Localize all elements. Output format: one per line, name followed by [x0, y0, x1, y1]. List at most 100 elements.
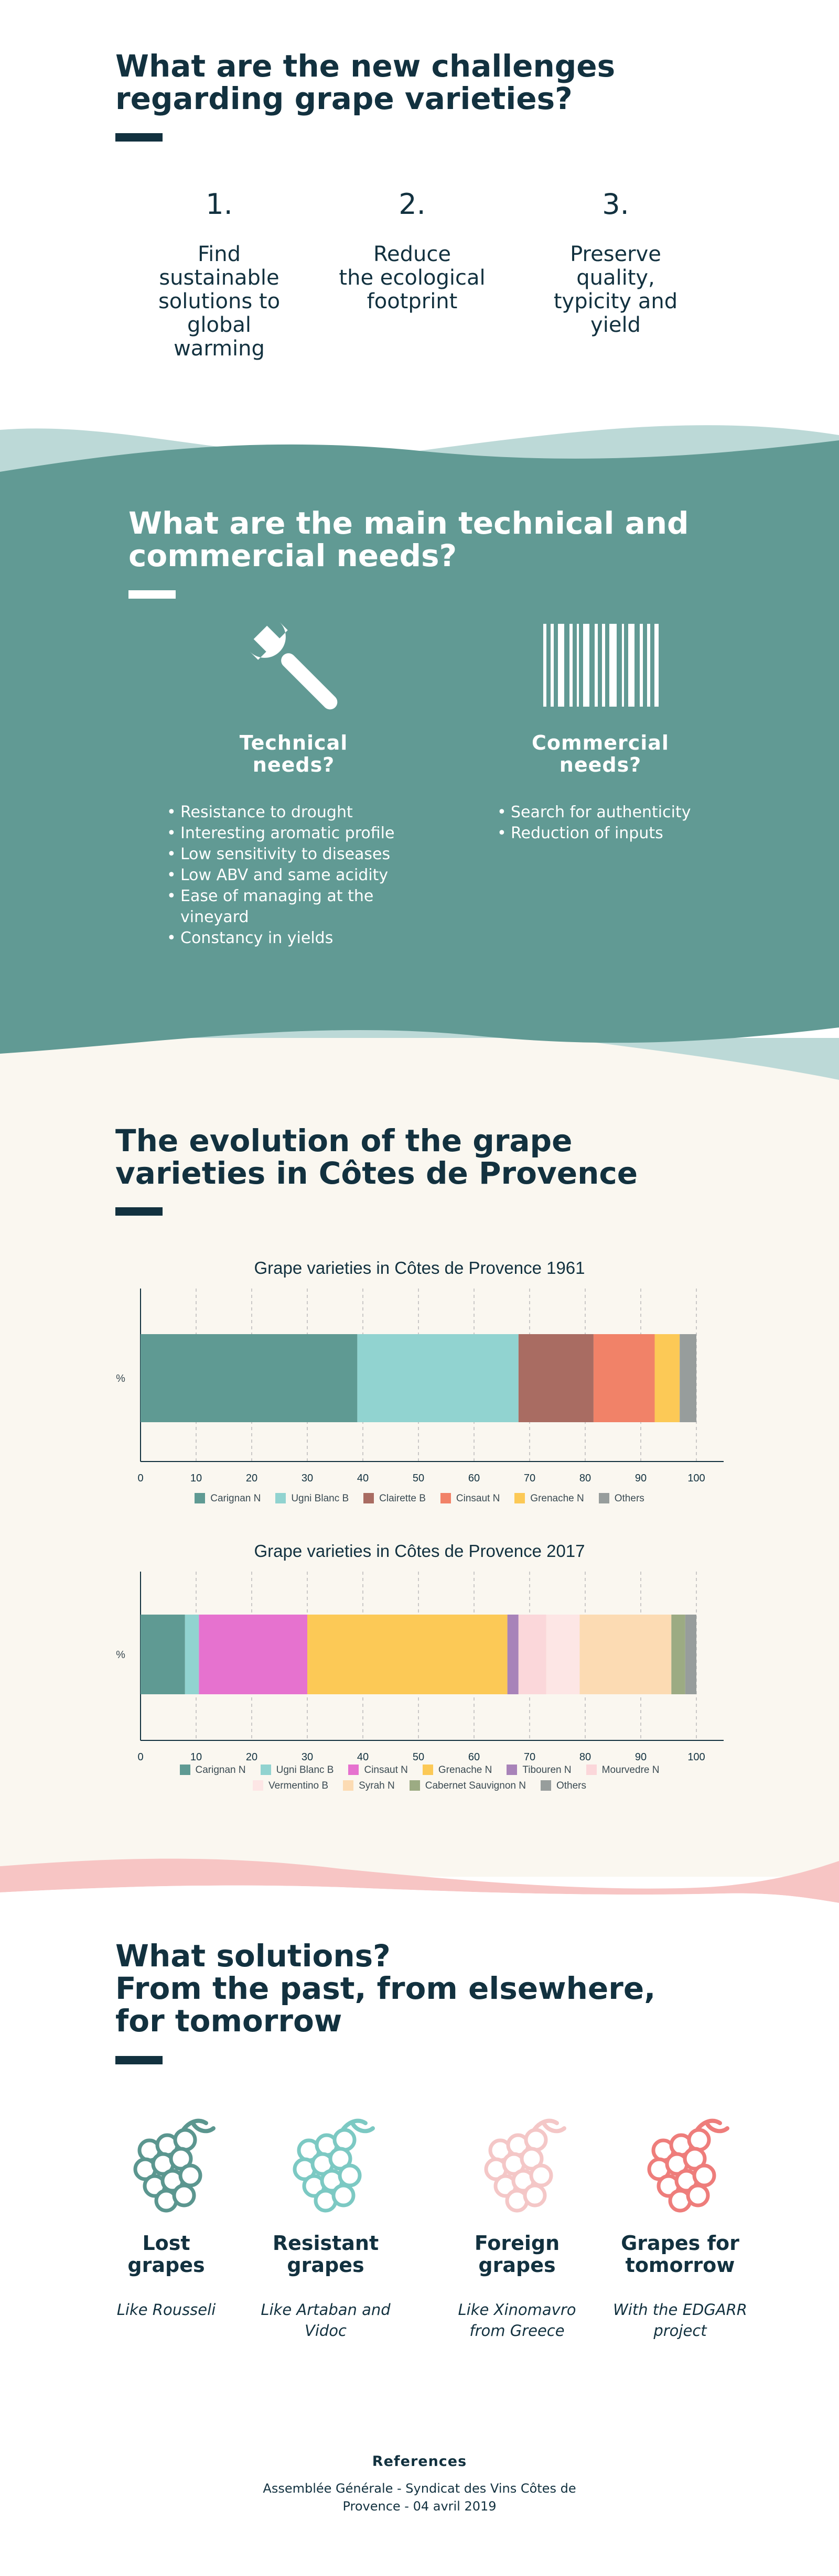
- legend-item: Others: [540, 1780, 586, 1792]
- bar-segment: [141, 1615, 185, 1694]
- tick-label: 0: [137, 1473, 143, 1484]
- grapes-icon: [647, 2118, 729, 2213]
- solution-subtitle-line1: With the EDGARR: [613, 2301, 747, 2319]
- legend-swatch: [598, 1493, 609, 1503]
- chart-2017-title: Grape varieties in Côtes de Provence 201…: [254, 1541, 585, 1561]
- challenge-line: solutions to: [158, 289, 281, 313]
- title-underline: [115, 133, 163, 142]
- solution-title: Grapes for tomorrow: [607, 2232, 754, 2276]
- legend-swatch: [507, 1765, 518, 1775]
- challenge-number: 1.: [206, 188, 233, 221]
- legend-item: Grenache N: [422, 1765, 492, 1776]
- legend-label: Cinsaut N: [456, 1493, 500, 1504]
- chart-1961-title: Grape varieties in Côtes de Provence 196…: [254, 1258, 585, 1278]
- title-underline: [115, 2056, 163, 2064]
- challenge-text: Reduce the ecological footprint: [334, 243, 491, 313]
- legend-label: Grenache N: [530, 1493, 584, 1504]
- legend-item: Grenache N: [514, 1493, 584, 1505]
- solution-title-line2: grapes: [127, 2254, 205, 2277]
- legend-swatch: [260, 1765, 271, 1775]
- needs-section: What are the main technical and commerci…: [0, 472, 839, 1038]
- solution-lost-grapes: Lost grapes Like Rousseli: [93, 2113, 240, 2320]
- solution-subtitle-line2: project: [653, 2322, 707, 2340]
- challenge-line: sustainable: [159, 266, 279, 290]
- legend-item: Syrah N: [343, 1780, 395, 1792]
- technical-needs-title-line2: needs?: [252, 753, 335, 776]
- evolution-section: The evolution of the grape varieties in …: [0, 1101, 839, 1835]
- challenges-title: What are the new challenges regarding gr…: [115, 50, 745, 115]
- bar-segment: [593, 1334, 655, 1422]
- legend-item: Ugni Blanc B: [260, 1765, 334, 1776]
- legend-label: Carignan N: [210, 1493, 261, 1504]
- grape-berry: [172, 2183, 196, 2207]
- bar-segment: [357, 1334, 519, 1422]
- bar-segment: [579, 1615, 672, 1694]
- bar-segment: [185, 1615, 199, 1694]
- legend-label: Others: [614, 1493, 644, 1504]
- tick-label: 90: [635, 1473, 647, 1484]
- challenge-line: Preserve: [570, 242, 661, 266]
- challenge-number: 2.: [399, 188, 426, 221]
- evolution-title: The evolution of the grape varieties in …: [115, 1124, 771, 1189]
- list-item: Constancy in yields: [167, 928, 413, 949]
- solutions-title: What solutions? From the past, from else…: [115, 1940, 771, 2037]
- legend-item: Ugni Blanc B: [275, 1493, 349, 1505]
- list-item: Search for authenticity: [497, 802, 717, 823]
- list-item: Interesting aromatic profile: [167, 823, 413, 844]
- solution-title-line1: Grapes for: [621, 2232, 739, 2255]
- bar-segment: [507, 1615, 519, 1694]
- y-axis-label: %: [116, 1373, 125, 1384]
- challenge-item-1: 1. Find sustainable solutions to global …: [141, 188, 298, 361]
- solution-title: Lost grapes: [93, 2232, 240, 2276]
- grape-berry: [331, 2183, 356, 2207]
- grapes-icon: [293, 2118, 375, 2213]
- legend-swatch: [586, 1765, 597, 1775]
- bar-segment: [141, 1334, 358, 1422]
- legend-label: Ugni Blanc B: [291, 1493, 349, 1504]
- solutions-title-line2: From the past, from elsewhere,: [115, 1971, 656, 2006]
- commercial-needs-list: Search for authenticity Reduction of inp…: [497, 802, 717, 844]
- legend-item: Cinsaut N: [440, 1493, 500, 1505]
- challenge-line: typicity and: [553, 289, 678, 313]
- grape-berry: [338, 2163, 362, 2188]
- tick-label: 70: [524, 1473, 535, 1484]
- list-item: Ease of managing at the vineyard: [167, 886, 413, 928]
- grapes-icon: [133, 2118, 216, 2213]
- tick-label: 50: [413, 1751, 424, 1763]
- legend-label: Tibouren N: [522, 1765, 572, 1776]
- challenge-line: yield: [590, 313, 641, 337]
- solution-subtitle-line2: from Greece: [469, 2322, 565, 2340]
- tick-label: 10: [190, 1473, 202, 1484]
- solution-foreign-grapes: Foreign grapes Like Xinomavro from Greec…: [444, 2113, 590, 2341]
- solutions-title-line3: for tomorrow: [115, 2003, 342, 2039]
- legend-swatch: [275, 1493, 286, 1503]
- evolution-title-line2: varieties in Côtes de Provence: [115, 1155, 638, 1191]
- title-underline: [115, 1207, 163, 1216]
- legend-item: Mourvedre N: [586, 1765, 659, 1776]
- challenge-line: global: [187, 313, 251, 337]
- solution-grapes-for-tomorrow: Grapes for tomorrow With the EDGARR proj…: [607, 2113, 754, 2341]
- solution-title: Foreign grapes: [444, 2232, 590, 2276]
- grape-berry: [686, 2183, 710, 2207]
- tick-label: 90: [635, 1751, 647, 1763]
- list-item: Reduction of inputs: [497, 823, 717, 844]
- challenges-title-line2: regarding grape varieties?: [115, 81, 573, 116]
- solution-title-line1: Foreign: [474, 2232, 560, 2255]
- challenges-title-line1: What are the new challenges: [115, 48, 616, 84]
- grapes-icon: [484, 2118, 566, 2213]
- needs-title-line1: What are the main technical and: [128, 505, 689, 541]
- challenge-item-2: 2. Reduce the ecological footprint: [334, 188, 491, 313]
- legend-swatch: [179, 1765, 190, 1775]
- bar-segment: [671, 1615, 685, 1694]
- solution-subtitle-line1: Like Artaban and: [261, 2301, 391, 2319]
- solution-title-line2: grapes: [478, 2254, 556, 2277]
- wrench-icon: [250, 622, 338, 710]
- challenge-line: footprint: [367, 289, 458, 313]
- references-title: References: [372, 2453, 467, 2470]
- grape-berry: [529, 2163, 553, 2188]
- legend-label: Others: [556, 1780, 586, 1791]
- solutions-section: What solutions? From the past, from else…: [0, 1940, 839, 2464]
- chart-2017-legend: Carignan N Ugni Blanc B Cinsaut N Grenache …: [136, 1765, 703, 1796]
- needs-title-line2: commercial needs?: [128, 538, 457, 573]
- legend-item: Tibouren N: [507, 1765, 572, 1776]
